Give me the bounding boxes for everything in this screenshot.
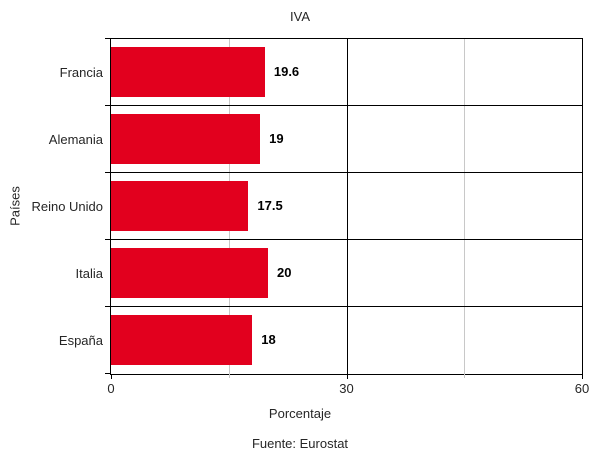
plot-area: Francia 19.6 Alemania 19 Reino Unido 17.… [31, 38, 589, 396]
bar-espana [111, 315, 253, 365]
value-label: 17.5 [257, 198, 283, 213]
x-tick-label: 0 [107, 381, 115, 396]
category-label: Francia [59, 64, 103, 80]
bar-reino-unido [111, 181, 249, 231]
y-axis-tick [105, 373, 111, 374]
x-tick-label: 60 [574, 381, 590, 396]
minor-gridline [464, 39, 466, 374]
y-axis-tick [105, 105, 111, 106]
category-row-italia: Italia 20 [76, 240, 582, 307]
y-axis-tick [105, 239, 111, 240]
category-row-francia: Francia 19.6 [60, 39, 582, 106]
bar-italia [111, 248, 268, 298]
y-axis-title: Países [7, 186, 23, 226]
x-axis-tick [582, 374, 583, 379]
y-axis-tick [105, 172, 111, 173]
x-axis-minor-tick [228, 374, 230, 378]
y-axis-tick [105, 306, 111, 307]
value-label: 18 [261, 332, 276, 347]
category-row-espana: España 18 [59, 307, 582, 374]
category-label: España [58, 333, 103, 348]
category-row-alemania: Alemania 19 [49, 106, 582, 173]
source-caption: Fuente: Eurostat [251, 436, 349, 451]
bar-francia [111, 47, 265, 97]
value-label: 20 [276, 265, 292, 280]
value-label: 19.6 [273, 64, 300, 79]
major-gridline [346, 39, 348, 374]
x-axis-tick [111, 374, 112, 379]
bar-alemania [111, 114, 261, 164]
x-axis-tick [346, 374, 348, 379]
category-rows: Francia 19.6 Alemania 19 Reino Unido 17.… [31, 39, 582, 374]
x-tick-label: 30 [339, 381, 354, 396]
y-axis-tick [105, 38, 111, 39]
x-axis-title: Porcentaje [268, 406, 332, 421]
category-row-reino-unido: Reino Unido 17.5 [31, 173, 582, 240]
category-label: Alemania [48, 131, 103, 147]
chart-title: IVA [290, 9, 310, 24]
category-label: Italia [75, 265, 103, 281]
value-label: 19 [269, 131, 284, 146]
x-axis-minor-tick [464, 374, 466, 378]
category-label: Reino Unido [31, 198, 103, 214]
